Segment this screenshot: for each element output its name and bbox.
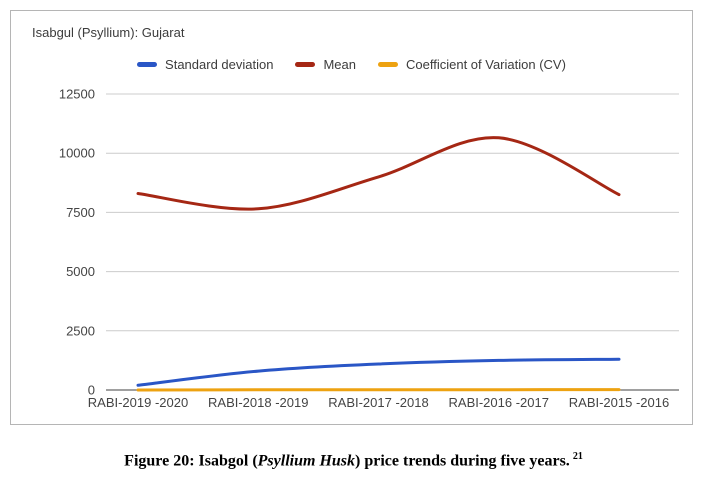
legend-item-mean: Mean: [295, 57, 356, 72]
legend-item-cv: Coefficient of Variation (CV): [378, 57, 566, 72]
x-tick-label: RABI-2015 -2016: [569, 395, 669, 410]
series-line-mean: [136, 136, 621, 211]
legend-item-standard-deviation: Standard deviation: [137, 57, 273, 72]
y-tick-label: 7500: [66, 205, 95, 220]
y-tick-label: 12500: [59, 87, 95, 102]
chart-title: Isabgul (Psyllium): Gujarat: [32, 25, 185, 40]
figure-caption: Figure 20: Isabgol (Psyllium Husk) price…: [0, 451, 707, 470]
x-tick-label: RABI-2016 -2017: [449, 395, 549, 410]
caption-text: Figure 20: Isabgol (: [124, 452, 258, 470]
x-tick-label: RABI-2019 -2020: [88, 395, 188, 410]
series-line-standard-deviation: [136, 357, 621, 387]
legend-swatch-amber: [378, 62, 398, 67]
chart-container: Isabgul (Psyllium): Gujarat Standard dev…: [10, 10, 693, 425]
chart-legend: Standard deviation Mean Coefficient of V…: [11, 57, 692, 72]
legend-swatch-blue: [137, 62, 158, 67]
legend-label: Standard deviation: [165, 57, 274, 72]
plot-area: 0 2500 5000 7500 10000 12500 RABI-2019 -2020 RA…: [59, 87, 679, 410]
caption-text: ) price trends during five years.: [355, 452, 570, 470]
x-tick-label: RABI-2018 -2019: [208, 395, 308, 410]
y-tick-label: 0: [88, 383, 95, 398]
y-tick-label: 10000: [59, 146, 95, 161]
legend-label: Coefficient of Variation (CV): [406, 57, 566, 72]
y-tick-label: 2500: [66, 323, 95, 338]
x-tick-label: RABI-2017 -2018: [328, 395, 428, 410]
caption-reference-number: 21: [572, 451, 583, 462]
legend-label: Mean: [323, 57, 356, 72]
caption-italic-text: Psyllium Husk: [257, 452, 356, 470]
y-tick-label: 5000: [66, 264, 95, 279]
legend-swatch-red: [295, 62, 316, 67]
